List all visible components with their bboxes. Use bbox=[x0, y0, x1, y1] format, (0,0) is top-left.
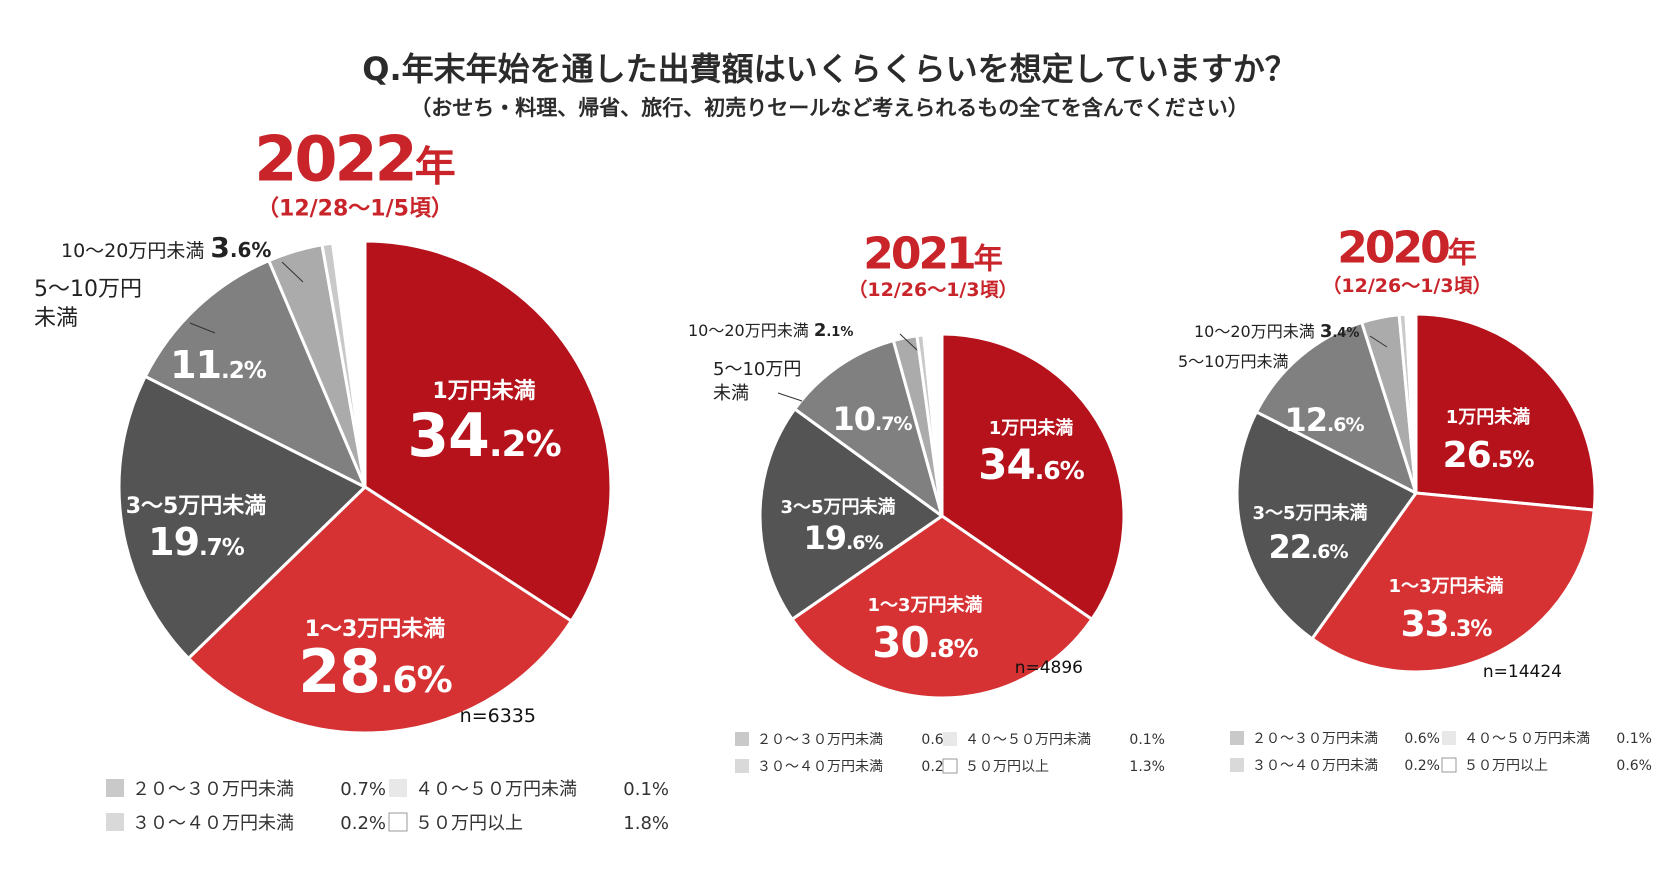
legend-2020-value-7: 0.1% bbox=[1616, 731, 1652, 747]
legend-2020-label-8: ５０万円以上 bbox=[1464, 758, 1548, 774]
year-heading-2022: 2022年 bbox=[254, 123, 456, 196]
legend-2020-label-7: ４０〜５０万円未満 bbox=[1464, 731, 1590, 747]
legend-2022-label-5: ２０〜３０万円未満 bbox=[132, 779, 294, 800]
pie-2021-leader-3 bbox=[777, 392, 803, 402]
legend-2020-value-8: 0.6% bbox=[1616, 758, 1652, 774]
pie-2022-value-3: 11.2% bbox=[170, 343, 267, 387]
pie-2020-slice-1 bbox=[1310, 491, 1596, 674]
period-2021: （12/26〜1/3頃） bbox=[848, 278, 1017, 301]
legend-2022-swatch-8 bbox=[388, 812, 408, 832]
period-2022: （12/28〜1/5頃） bbox=[257, 197, 453, 222]
legend-2020-label-6: ３０〜４０万円未満 bbox=[1252, 758, 1378, 774]
pie-2020-label-3-line-0: 5〜10万円未満 bbox=[1178, 352, 1289, 371]
pie-2020-slice-3 bbox=[1254, 320, 1418, 495]
legend-2022-swatch-7 bbox=[389, 779, 407, 797]
pie-2020-label-4: 10〜20万円未満 3.4% bbox=[1194, 321, 1359, 342]
legend-2021-label-6: ３０〜４０万円未満 bbox=[757, 759, 883, 775]
pie-2020-value-0: 26.5% bbox=[1443, 435, 1535, 476]
legend-2022-swatch-5 bbox=[106, 779, 124, 797]
pie-2020-slice-8 bbox=[1407, 312, 1418, 495]
year-heading-2020: 2020年 bbox=[1337, 222, 1476, 273]
question-subtitle: （おせち・料理、帰省、旅行、初売りセールなど考えられるもの全てを含んでください） bbox=[410, 96, 1249, 120]
pie-2020-label-0: 1万円未満 bbox=[1446, 406, 1531, 428]
pie-2022-label-1: 1〜3万円未満 bbox=[305, 616, 446, 642]
legend-2021-swatch-7 bbox=[943, 732, 957, 746]
legend-2021-swatch-8 bbox=[942, 758, 958, 774]
sample-size-2020: n=14424 bbox=[1483, 662, 1562, 682]
pie-2021-value-3: 10.7% bbox=[832, 400, 912, 438]
pie-2021-label-3-line-1: 未満 bbox=[713, 383, 749, 404]
pie-2021-label-0: 1万円未満 bbox=[989, 417, 1074, 439]
pie-2022-slice-2 bbox=[117, 374, 367, 660]
pie-2022-label-3-line-0: 5〜10万円 bbox=[34, 277, 142, 302]
pie-2022-slice-1 bbox=[186, 485, 573, 735]
legend-2021-label-5: ２０〜３０万円未満 bbox=[757, 732, 883, 748]
legend-2021-swatch-5 bbox=[735, 732, 749, 746]
legend-2021-label-7: ４０〜５０万円未満 bbox=[965, 732, 1091, 748]
pie-2022-label-3-line-1: 未満 bbox=[34, 306, 78, 331]
legend-2022-label-6: ３０〜４０万円未満 bbox=[132, 813, 294, 834]
pie-2021-slice-8 bbox=[925, 332, 944, 518]
legend-2020-swatch-7 bbox=[1442, 731, 1456, 745]
pie-2021-value-2: 19.6% bbox=[803, 519, 883, 557]
pie-2021-slice-0 bbox=[940, 332, 1126, 621]
legend-2020-swatch-8 bbox=[1441, 757, 1457, 773]
pie-2022-value-2: 19.7% bbox=[148, 520, 245, 564]
pie-2022-value-0: 34.2% bbox=[407, 401, 560, 471]
legend-2022-label-8: ５０万円以上 bbox=[415, 813, 523, 834]
pie-2022-slice-3 bbox=[143, 259, 367, 489]
pie-2022-label-2: 3〜5万円未満 bbox=[126, 493, 267, 519]
legend-2021-value-7: 0.1% bbox=[1129, 732, 1165, 748]
legend-2022-value-5: 0.7% bbox=[340, 779, 386, 800]
pie-2021-label-2: 3〜5万円未満 bbox=[780, 496, 895, 518]
pie-2020-value-1: 33.3% bbox=[1401, 604, 1493, 645]
legend-2020-swatch-6 bbox=[1230, 758, 1244, 772]
legend-2022-label-7: ４０〜５０万円未満 bbox=[415, 779, 577, 800]
pie-2020-value-3: 12.6% bbox=[1284, 401, 1364, 439]
pie-2020-slice-0 bbox=[1414, 312, 1597, 512]
pie-2021-label-1: 1〜3万円未満 bbox=[867, 594, 982, 616]
pie-2021-value-1: 30.8% bbox=[872, 618, 978, 667]
pie-2020-value-2: 22.6% bbox=[1268, 528, 1348, 566]
legend-2020-value-6: 0.2% bbox=[1404, 758, 1440, 774]
legend-2021-value-8: 1.3% bbox=[1129, 759, 1165, 775]
legend-2022-value-7: 0.1% bbox=[623, 779, 669, 800]
pie-2022-label-4: 10〜20万円未満 3.6% bbox=[61, 231, 271, 264]
pie-2021-slice-2 bbox=[758, 407, 944, 621]
pie-2022-leader-3 bbox=[189, 322, 216, 334]
pie-2020-label-1: 1〜3万円未満 bbox=[1388, 575, 1503, 597]
legend-2021-swatch-6 bbox=[735, 759, 749, 773]
pie-2022-leader-4 bbox=[281, 261, 304, 283]
pie-2021-leader-4 bbox=[899, 333, 918, 351]
question-title: Q.年末年始を通した出費額はいくらくらいを想定していますか？ bbox=[362, 50, 1297, 88]
legend-2020-swatch-5 bbox=[1230, 731, 1244, 745]
year-heading-2021: 2021年 bbox=[863, 228, 1002, 279]
legend-2022-value-6: 0.2% bbox=[340, 813, 386, 834]
pie-2022-value-1: 28.6% bbox=[298, 637, 451, 707]
legend-2020-value-5: 0.6% bbox=[1404, 731, 1440, 747]
pie-2021-slice-1 bbox=[790, 514, 1094, 700]
pie-2020-slice-2 bbox=[1235, 410, 1418, 641]
pie-2021-label-3-line-0: 5〜10万円 bbox=[713, 359, 801, 380]
pie-2021-label-4: 10〜20万円未満 2.1% bbox=[688, 320, 853, 341]
pie-2022-label-0: 1万円未満 bbox=[432, 378, 535, 404]
legend-2020-label-5: ２０〜３０万円未満 bbox=[1252, 731, 1378, 747]
pie-2020-label-2: 3〜5万円未満 bbox=[1252, 502, 1367, 524]
pie-2020-leader-4 bbox=[1369, 335, 1388, 348]
sample-size-2021: n=4896 bbox=[1015, 658, 1083, 678]
legend-2022-value-8: 1.8% bbox=[623, 813, 669, 834]
legend-2022-swatch-6 bbox=[106, 813, 124, 831]
sample-size-2022: n=6335 bbox=[460, 705, 536, 727]
legend-2021-label-8: ５０万円以上 bbox=[965, 759, 1049, 775]
period-2020: （12/26〜1/3頃） bbox=[1322, 274, 1491, 297]
pie-2021-value-0: 34.6% bbox=[978, 440, 1084, 489]
pie-2022-slice-8 bbox=[335, 239, 367, 489]
